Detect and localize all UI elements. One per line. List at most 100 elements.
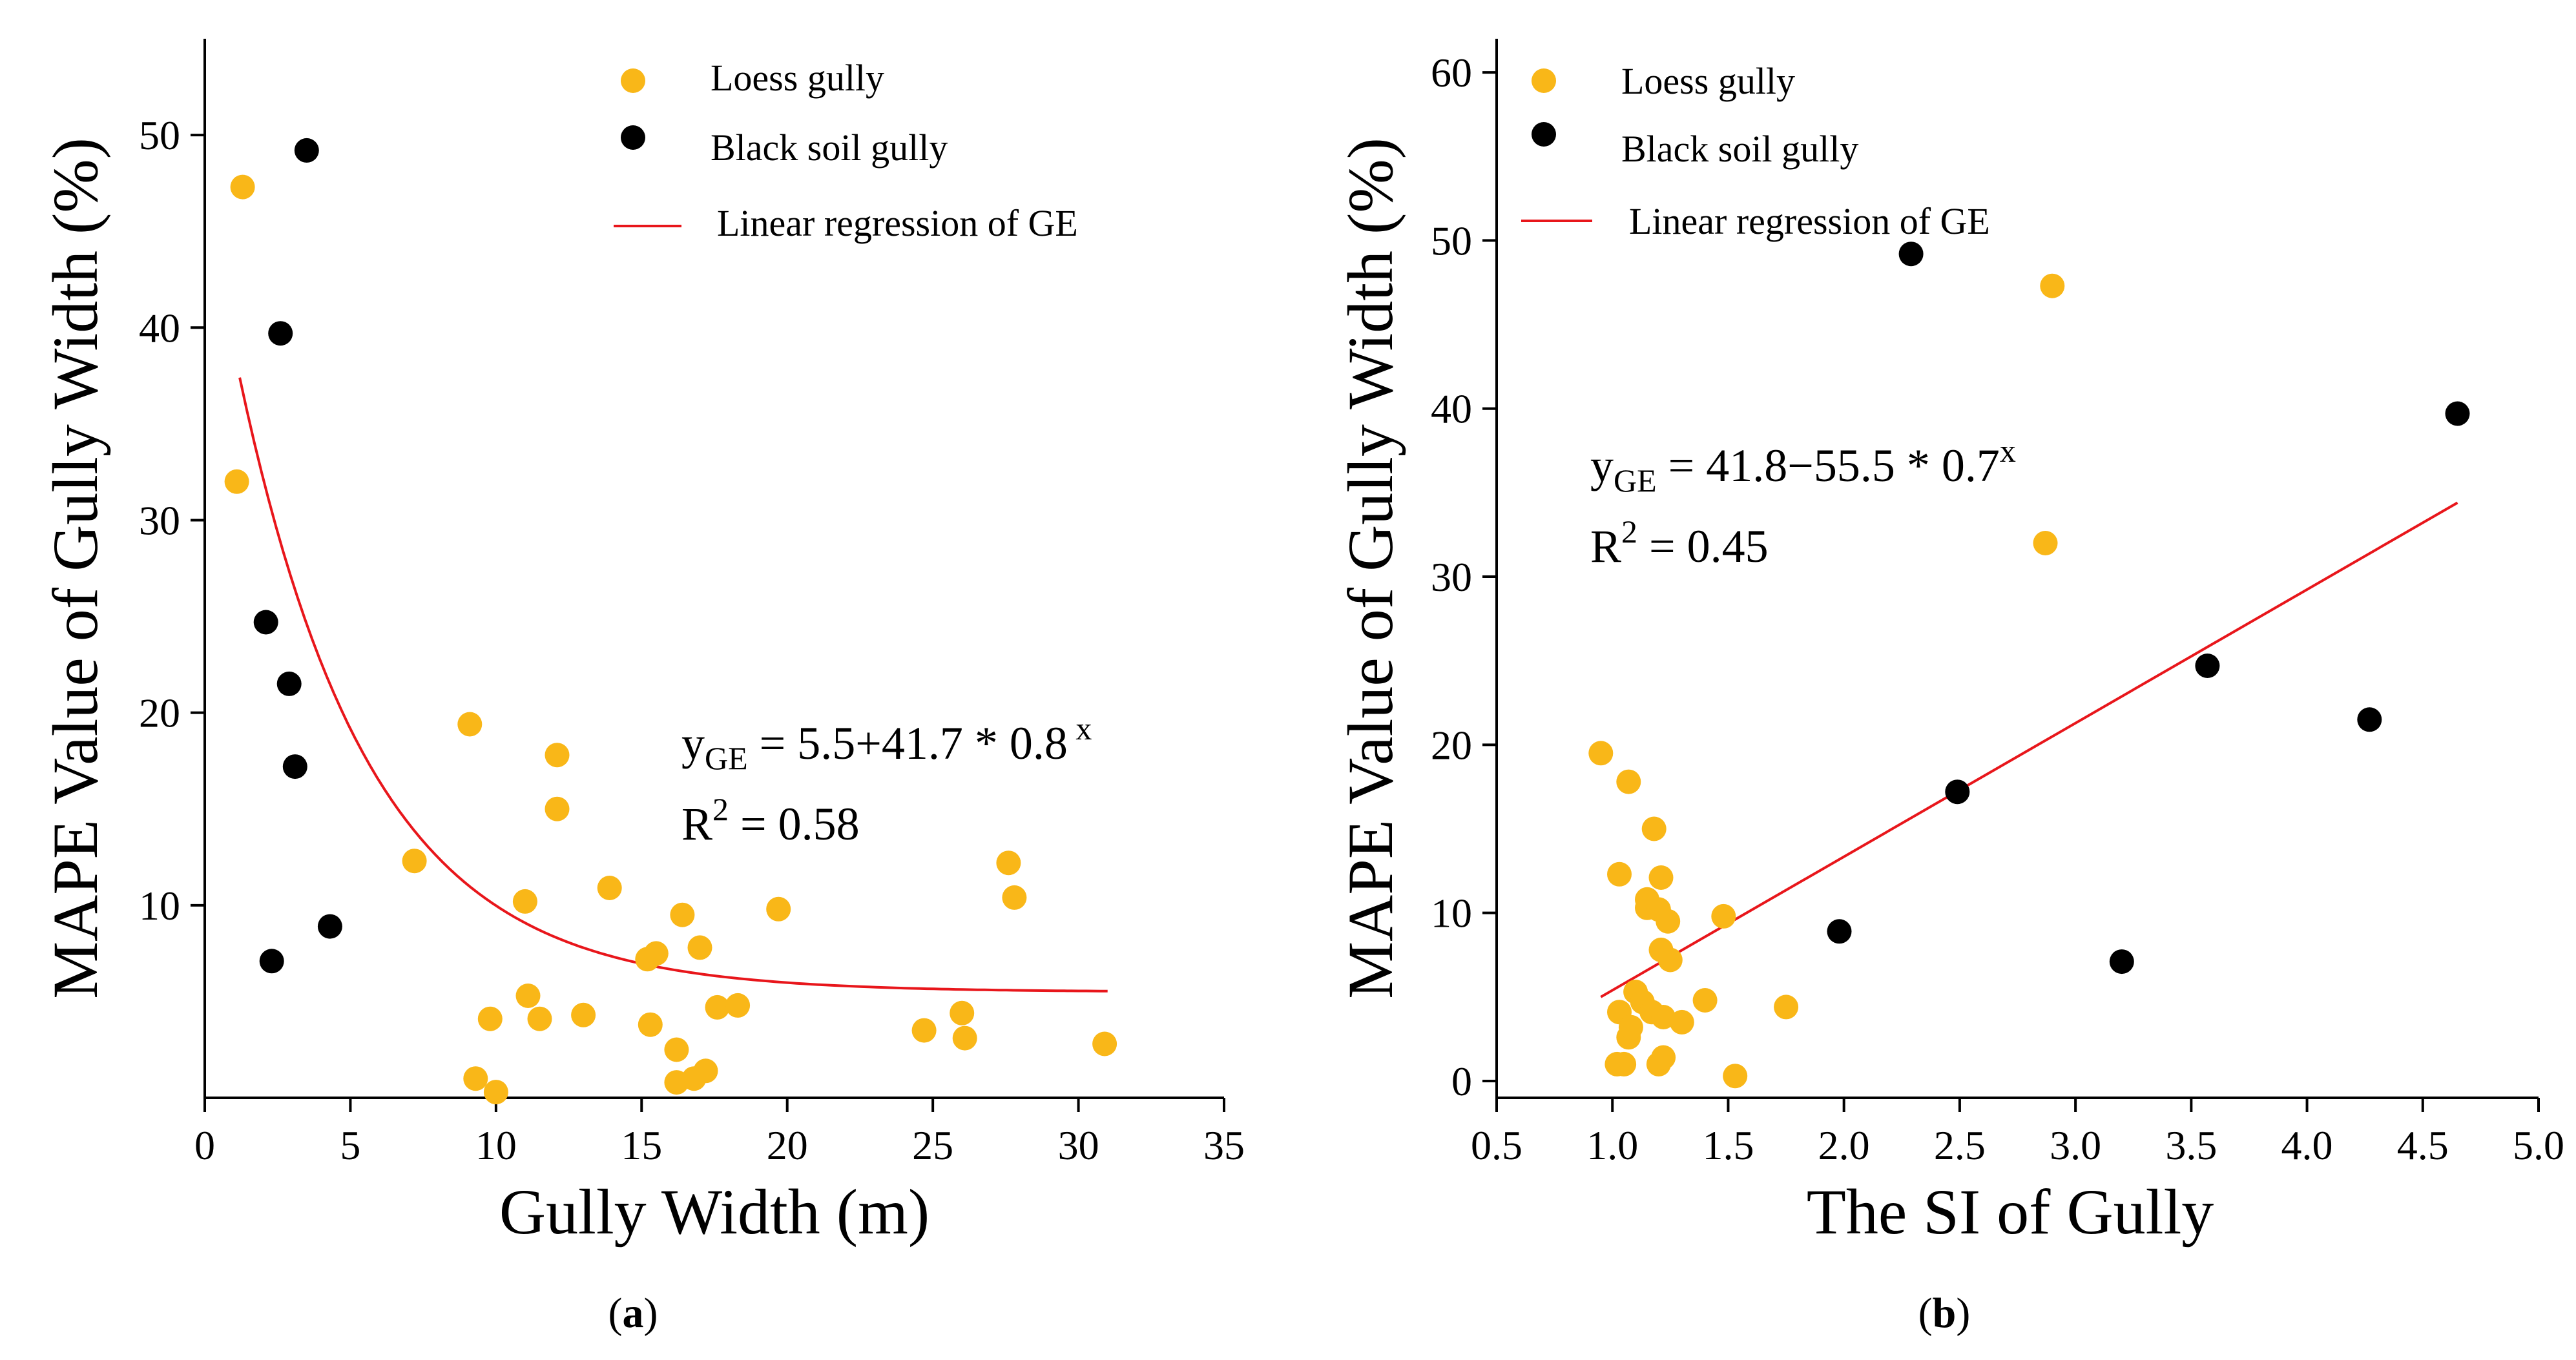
panel-b-black-soil-point xyxy=(2109,949,2134,974)
panel-b-loess-point xyxy=(1648,865,1674,890)
panel-a-loess-point xyxy=(725,993,751,1018)
panel-a-x-label: Gully Width (m) xyxy=(499,1176,930,1248)
panel-a-loess-point xyxy=(457,712,483,737)
panel-a-caption: (a) xyxy=(608,1290,658,1337)
panel-b-y-tick-label: 10 xyxy=(1431,891,1472,936)
panel-b-y-tick-label: 40 xyxy=(1431,386,1472,432)
panel-a-loess-point xyxy=(693,1058,718,1084)
panel-b-x-tick-label: 0.5 xyxy=(1471,1122,1522,1168)
panel-a-loess-point xyxy=(766,896,791,922)
panel-a-loess-point xyxy=(512,889,537,914)
panel-b-loess-point xyxy=(1656,909,1681,934)
panel-b-r2-superscript: 2 xyxy=(1621,513,1637,550)
panel-b-r2-value: = 0.45 xyxy=(1637,520,1769,572)
panel-a-loess-point xyxy=(571,1002,596,1027)
panel-b-x-tick-label: 4.0 xyxy=(2281,1122,2333,1168)
panel-b-r2: R2 = 0.45 xyxy=(1590,513,1769,572)
panel-a-equation-superscript: x xyxy=(1068,710,1092,747)
panel-a-loess-point xyxy=(911,1018,937,1043)
panel-b-y-tick-label: 50 xyxy=(1431,218,1472,263)
panel-b-black-soil-point xyxy=(1945,779,1970,805)
panel-a-y-tick-label: 50 xyxy=(139,112,180,158)
panel-b-black-soil-point xyxy=(2445,401,2470,426)
panel-a-loess-point xyxy=(950,1000,975,1025)
panel-b-data-points xyxy=(1588,242,2470,1089)
panel-a-x-tick-label: 20 xyxy=(767,1122,808,1168)
panel-a-legend-regression-label: Linear regression of GE xyxy=(717,202,1078,244)
panel-a-regression-curve xyxy=(238,377,1108,993)
panel-b-x-tick-label: 1.0 xyxy=(1586,1122,1638,1168)
panel-b-caption: (b) xyxy=(1918,1290,1971,1337)
panel-a-loess-point xyxy=(463,1066,488,1091)
panel-b-x-ticks: 0.5 1.0 1.5 2.0 2.5 3.0 3.5 4.0 4.5 5.0 xyxy=(1471,1098,2564,1168)
panel-a-loess-point xyxy=(952,1025,977,1051)
panel-a-black-soil-point xyxy=(294,138,319,163)
panel-a-x-tick-label: 10 xyxy=(475,1122,517,1168)
panel-a-loess-point xyxy=(224,469,249,494)
panel-b-loess-point xyxy=(1618,1015,1643,1040)
panel-b-loess-point xyxy=(1641,816,1667,841)
panel-a-loess-point xyxy=(1092,1031,1117,1056)
panel-b-y-tick-label: 60 xyxy=(1431,50,1472,96)
panel-a-x-tick-label: 35 xyxy=(1203,1122,1245,1168)
panel-b-caption-letter: b xyxy=(1933,1290,1957,1337)
panel-a: 0 5 10 15 20 25 30 35 10 20 30 40 50 Gully Width (m… xyxy=(39,39,1245,1337)
panel-b-x-tick-label: 2.5 xyxy=(1934,1122,1986,1168)
panel-b-axes: 0.5 1.0 1.5 2.0 2.5 3.0 3.5 4.0 4.5 5.0 0 10 20 30 40… xyxy=(1431,39,2564,1168)
panel-a-equation-subscript: GE xyxy=(705,740,748,776)
panel-b-loess-point xyxy=(1692,988,1718,1013)
panel-a-y-tick-label: 40 xyxy=(139,305,180,351)
panel-a-y-tick-label: 30 xyxy=(139,497,180,543)
panel-a-loess-point xyxy=(230,174,255,200)
panel-b-loess-point xyxy=(1588,741,1614,766)
panel-b-legend-black-marker xyxy=(1532,122,1556,147)
panel-b-x-tick-label: 1.5 xyxy=(1702,1122,1754,1168)
panel-a-y-tick-label: 20 xyxy=(139,690,180,736)
panel-b-loess-point xyxy=(1612,1051,1637,1077)
panel-a-x-tick-label: 25 xyxy=(912,1122,953,1168)
panel-b-x-tick-label: 3.0 xyxy=(2050,1122,2101,1168)
panel-a-loess-point xyxy=(670,902,695,927)
panel-a-loess-point xyxy=(664,1037,689,1062)
panel-a-legend-black-label: Black soil gully xyxy=(711,127,948,169)
panel-b-loess-point xyxy=(1774,994,1799,1020)
panel-b-legend-regression-label: Linear regression of GE xyxy=(1629,200,1990,242)
panel-a-axes: 0 5 10 15 20 25 30 35 10 20 30 40 50 xyxy=(139,39,1245,1168)
panel-b-legend-black-label: Black soil gully xyxy=(1621,128,1858,170)
panel-b-legend-loess-marker xyxy=(1532,68,1556,93)
panel-b-black-soil-point xyxy=(2195,654,2220,678)
panel-a-black-soil-point xyxy=(276,671,302,696)
panel-a-y-tick-label: 10 xyxy=(139,883,180,929)
panel-b-black-soil-point xyxy=(1827,919,1852,944)
panel-a-black-soil-point xyxy=(253,610,278,635)
panel-a-y-label: MAPE Value of Gully Width (%) xyxy=(39,138,111,999)
panel-a-x-tick-label: 0 xyxy=(194,1122,215,1168)
panel-a-y-ticks: 10 20 30 40 50 xyxy=(139,112,205,929)
panel-b-y-label: MAPE Value of Gully Width (%) xyxy=(1335,138,1406,999)
panel-a-loess-point xyxy=(1002,885,1027,910)
panel-a-r2-base: R xyxy=(681,798,712,850)
panel-b-x-tick-label: 5.0 xyxy=(2513,1122,2564,1168)
panel-a-loess-point xyxy=(996,850,1021,876)
panel-b-loess-point xyxy=(1669,1009,1694,1035)
panel-b-y-tick-label: 0 xyxy=(1451,1058,1472,1104)
panel-a-black-soil-point xyxy=(282,754,307,779)
panel-b-y-tick-label: 30 xyxy=(1431,554,1472,600)
panel-b-loess-point xyxy=(1711,903,1736,929)
panel-b-equation-superscript: x xyxy=(2000,433,2016,469)
panel-b-x-label: The SI of Gully xyxy=(1807,1176,2214,1248)
panel-a-x-tick-label: 15 xyxy=(621,1122,662,1168)
panel-b-regression-line xyxy=(1600,501,2458,998)
panel-a-r2: R2 = 0.58 xyxy=(681,791,860,850)
panel-a-loess-point xyxy=(545,743,570,768)
panel-b-equation: yGE = 41.8−55.5 * 0.7x xyxy=(1590,433,2016,499)
panel-a-equation-lhs: y xyxy=(681,717,705,769)
panel-a-loess-point xyxy=(545,796,570,821)
panel-a-loess-point xyxy=(643,941,669,966)
panel-b-x-tick-label: 3.5 xyxy=(2165,1122,2217,1168)
panel-b-legend-loess-label: Loess gully xyxy=(1621,60,1795,102)
panel-a-legend: Loess gully Black soil gully Linear regr… xyxy=(614,57,1078,244)
panel-a-x-tick-label: 30 xyxy=(1058,1122,1099,1168)
panel-a-loess-point xyxy=(483,1080,508,1105)
panel-b-loess-point xyxy=(2033,531,2058,555)
